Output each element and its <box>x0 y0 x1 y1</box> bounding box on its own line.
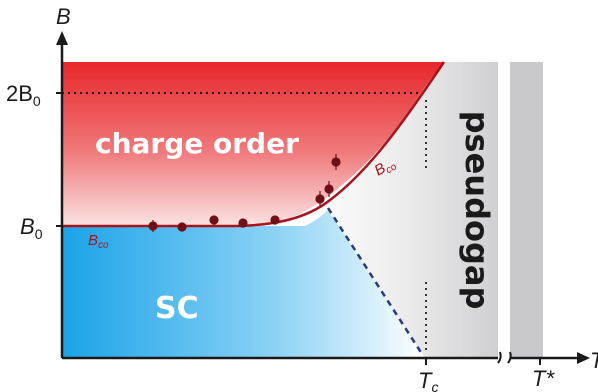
data-point <box>238 218 248 228</box>
data-points <box>148 154 341 232</box>
charge-order-label: charge order <box>95 127 299 160</box>
x-axis-arrow <box>577 352 590 364</box>
data-point <box>315 194 325 204</box>
data-point <box>148 221 158 231</box>
axis-break-mark <box>507 351 512 364</box>
charge-order-region <box>62 62 444 226</box>
sc-region <box>62 210 425 358</box>
bco-curve <box>62 61 446 228</box>
bco-lower-label: Bco <box>88 232 109 251</box>
y-tick-label-2b0: 2B0 <box>6 81 41 109</box>
pseudogap-high-t-band <box>510 62 543 358</box>
data-point <box>324 184 334 194</box>
y-axis-label: B <box>56 4 71 29</box>
y-tick-label-b0: B0 <box>20 214 43 242</box>
x-tick-label-tc: Tc <box>418 368 438 392</box>
dashed-boundary-line <box>326 207 424 355</box>
data-point <box>209 215 219 225</box>
sc-label: SC <box>155 291 199 326</box>
data-point <box>177 222 187 232</box>
axis-break-mark <box>497 351 502 364</box>
data-point <box>270 215 280 225</box>
y-axis-arrow <box>56 31 68 45</box>
pseudogap-label: pseudogap <box>458 111 496 310</box>
x-axis-label: T <box>590 348 598 373</box>
data-point <box>331 157 341 167</box>
x-tick-label-tstar: T* <box>532 366 555 391</box>
